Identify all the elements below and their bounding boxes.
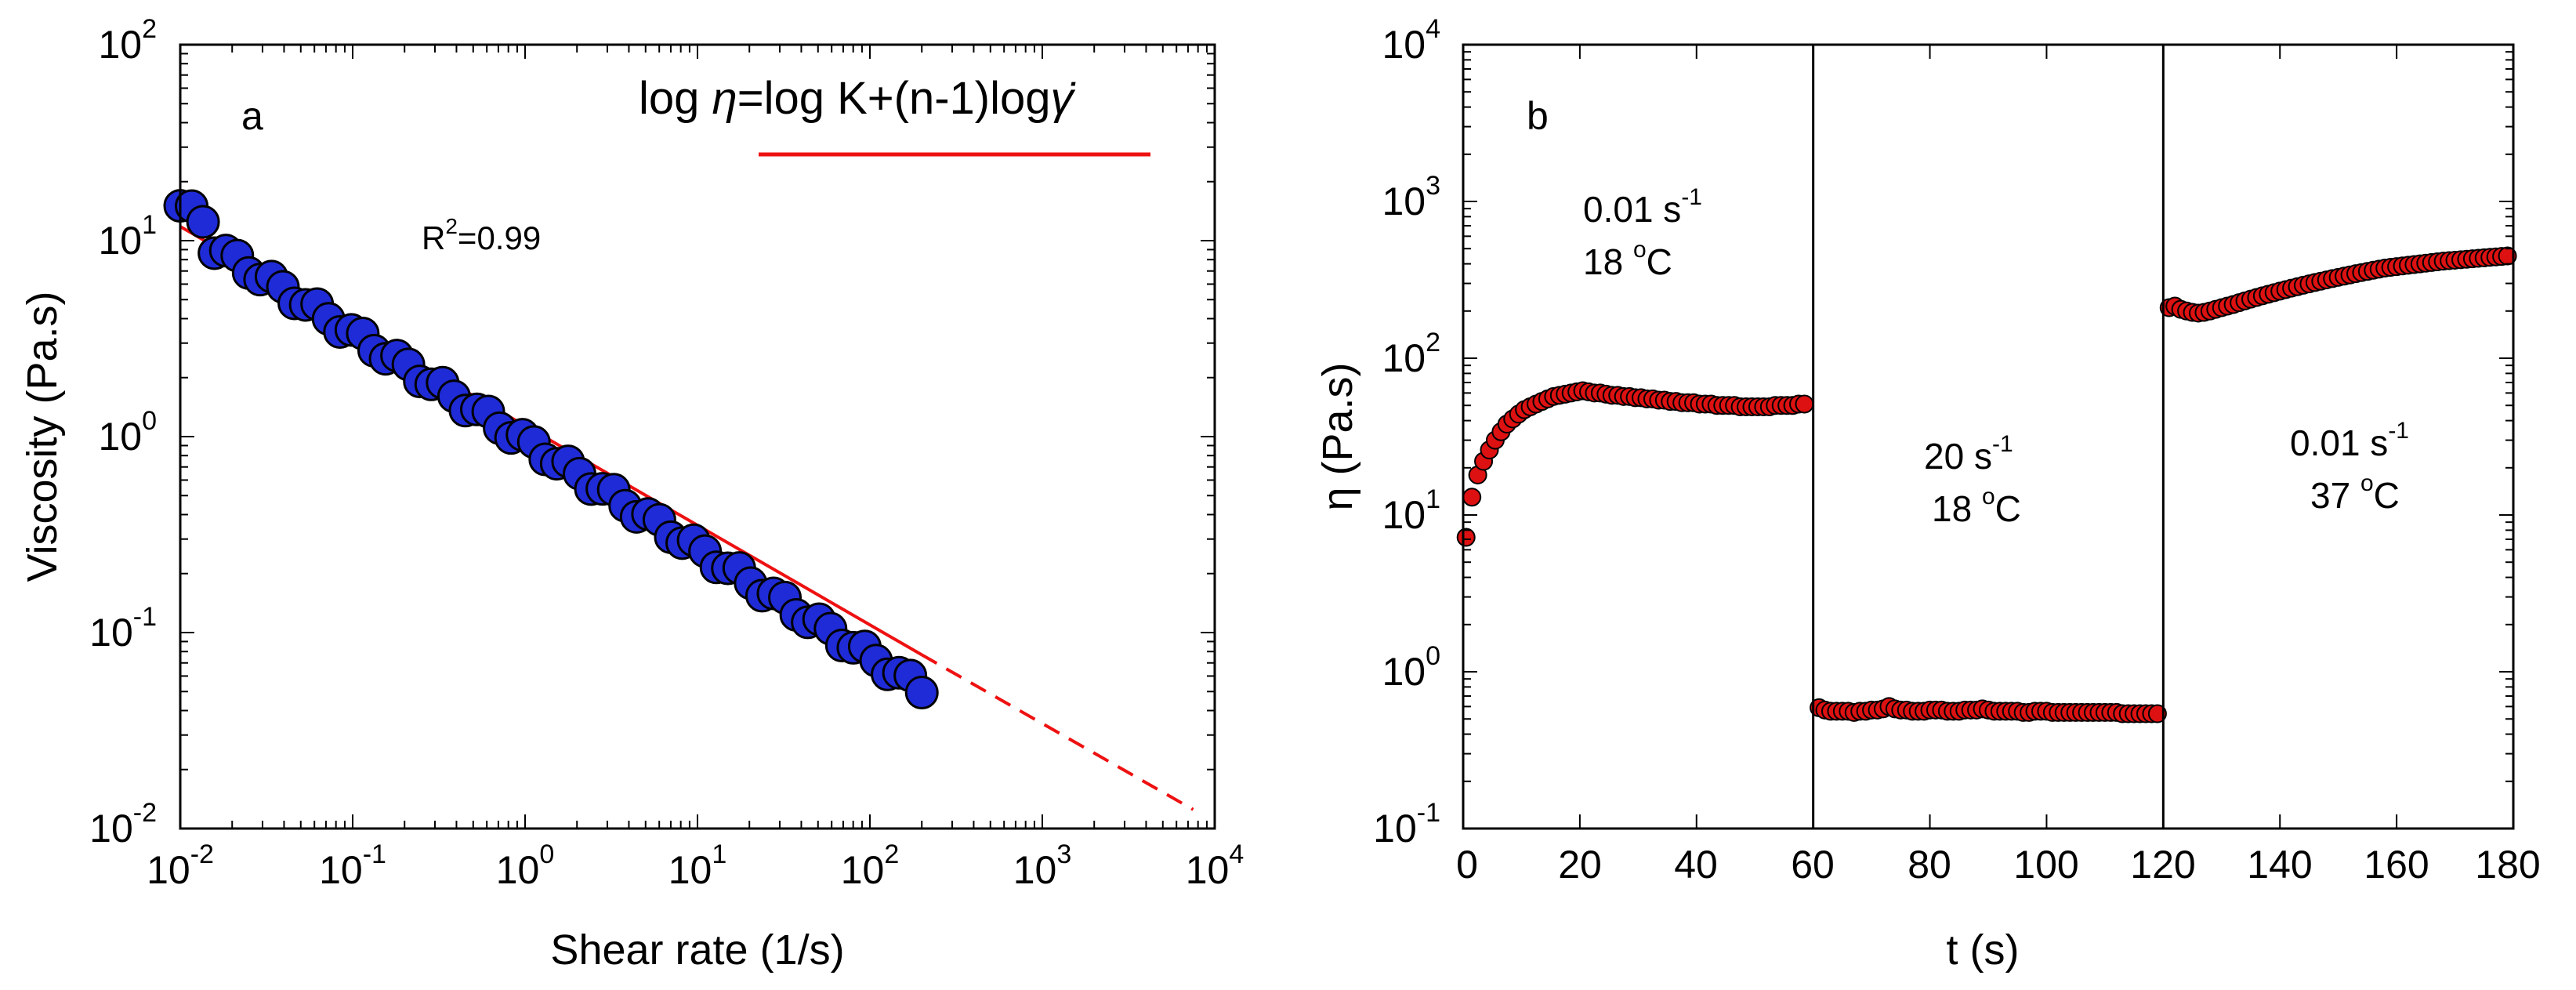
panel-b-y-tick-label: 103: [1382, 171, 1440, 223]
panel-a-x-tick-label: 10-2: [147, 840, 214, 892]
panel-b-annotation-rate: 0.01 s-1: [1583, 184, 1702, 230]
panel-a-data-points: [163, 189, 939, 709]
panel-a-x-tick-label: 101: [668, 840, 727, 892]
panel-b-y-tick-label: 101: [1382, 484, 1440, 537]
panel-b-y-axis-title: η (Pa.s): [1314, 362, 1361, 510]
panel-b-annotation-rate: 0.01 s-1: [2290, 418, 2409, 463]
panel-b-annotation-temp: 18 oC: [1932, 484, 2021, 529]
panel-b-x-tick-label: 0: [1456, 843, 1478, 887]
panel-b-y-tick-labels: 10-1 100 101 102 103 104: [1373, 14, 1440, 850]
panel-a-x-tick-label: 104: [1186, 840, 1245, 892]
panel-b-y-tick-label: 104: [1382, 14, 1440, 67]
panel-b-x-tick-label: 160: [2364, 843, 2429, 887]
panel-a-x-tick-label: 103: [1013, 840, 1072, 892]
panel-b-x-tick-label: 80: [1908, 843, 1951, 887]
panel-b-x-axis-title: t (s): [1947, 927, 2020, 974]
panel-b-x-tick-label: 60: [1791, 843, 1835, 887]
panel-a-y-tick-labels: 10-2 10-1 100 101 102: [89, 14, 157, 850]
panel-b-y-tick-label: 10-1: [1373, 798, 1440, 850]
panel-b-y-tick-label: 100: [1382, 641, 1440, 694]
panel-a-x-tick-label: 102: [841, 840, 900, 892]
panel-b-y-tick-label: 102: [1382, 328, 1440, 380]
panel-a-plot-frame: [179, 43, 1216, 830]
panel-b-annotation-temp: 37 oC: [2310, 470, 2400, 516]
panel-b-x-tick-labels: 0 20 40 60 80 100 120 140 160 180: [1456, 843, 2541, 887]
panel-b-annotation-temp: 18 oC: [1583, 237, 1672, 282]
panel-b-label: b: [1527, 94, 1549, 138]
panel-b-x-tick-label: 100: [2013, 843, 2078, 887]
panel-b-x-tick-label: 180: [2475, 843, 2540, 887]
panel-a-r2-label: R2=0.99: [422, 214, 541, 256]
fit-line-dashed: [921, 653, 1194, 811]
panel-a-x-tick-label: 10-1: [319, 840, 386, 892]
panel-a-x-axis-title: Shear rate (1/s): [550, 927, 844, 974]
panel-b-x-tick-label: 140: [2247, 843, 2312, 887]
panel-a-y-tick-label: 101: [98, 210, 157, 263]
data-point: [1462, 488, 1482, 507]
panel-b-plot-frame: [1462, 43, 2515, 830]
panel-a-y-tick-label: 10-1: [89, 602, 157, 655]
data-point: [1456, 528, 1476, 547]
panel-b-annotation-rate: 20 s-1: [1924, 431, 2013, 477]
panel-b-ticks: [1462, 44, 2514, 829]
data-point: [904, 675, 939, 709]
data-point: [2147, 704, 2167, 723]
data-point: [186, 205, 220, 239]
panel-a-y-tick-label: 10-2: [89, 798, 157, 850]
panel-a-y-tick-label: 102: [98, 14, 157, 67]
panel-a-y-axis-title: Viscosity (Pa.s): [19, 291, 66, 582]
panel-b-x-tick-label: 120: [2130, 843, 2195, 887]
panel-b-x-tick-label: 20: [1558, 843, 1602, 887]
panel-b-x-tick-label: 40: [1674, 843, 1718, 887]
panel-b-segment-dividers: [1812, 45, 2165, 829]
panel-a: 10-2 10-1 100 101 102 103 104 10-2 10-1 …: [19, 14, 1244, 974]
panel-b-data-points: [1456, 246, 2517, 723]
panel-a-ticks: [179, 44, 1216, 829]
panel-a-x-tick-label: 100: [496, 840, 555, 892]
panel-a-equation: log η=log K+(n-1)logγ̇: [639, 73, 1077, 124]
data-point: [1795, 394, 1814, 414]
panel-a-y-tick-label: 100: [98, 406, 157, 459]
panel-b: 0 20 40 60 80 100 120 140 160 180 10-1 1…: [1314, 14, 2541, 974]
panel-a-x-tick-labels: 10-2 10-1 100 101 102 103 104: [147, 840, 1244, 892]
panel-a-label: a: [241, 94, 263, 138]
